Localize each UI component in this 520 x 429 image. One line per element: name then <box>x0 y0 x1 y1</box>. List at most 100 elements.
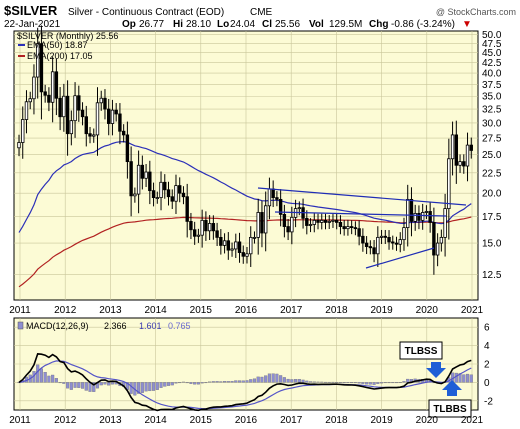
candle-body <box>439 236 444 244</box>
macd-histogram-bar <box>223 381 227 383</box>
candle-body <box>99 97 103 104</box>
macd-histogram-bar <box>312 381 316 383</box>
candle-body <box>204 219 208 232</box>
candle-body <box>387 236 391 243</box>
macd-histogram-bar <box>159 382 163 388</box>
candle-body <box>275 197 279 200</box>
macd-histogram-bar <box>92 382 96 392</box>
macd-histogram-bar <box>226 381 230 383</box>
candle-body <box>312 219 316 225</box>
candle-body <box>417 213 421 221</box>
candle-body <box>170 196 174 202</box>
candle-body <box>305 217 309 226</box>
macd-histogram-bar <box>249 379 253 383</box>
ema-lines <box>18 140 472 288</box>
macd-tick-label: -2 <box>484 396 493 407</box>
macd-histogram-bar <box>152 382 156 391</box>
macd-histogram-bar <box>77 382 81 388</box>
candle-body <box>65 95 70 135</box>
year-tick-label: 2012 <box>54 415 77 426</box>
legend-ema200: EMA(200) 17.05 <box>27 51 93 61</box>
change-label: Chg <box>369 19 388 30</box>
candle-body <box>263 205 268 234</box>
price-tick-label: 42.5 <box>482 58 502 69</box>
macd-histogram-bar <box>372 382 376 385</box>
candle-body <box>245 253 249 257</box>
time-axis-top: 2011 2012 2013 2014 2015 2016 2017 2018 2019 2020… <box>9 305 483 316</box>
candle-body <box>136 164 141 195</box>
tlbss-box <box>399 341 443 360</box>
macd-histogram-bar <box>290 379 294 383</box>
candle-body <box>282 213 287 227</box>
macd-histogram-bar <box>323 381 328 383</box>
candle-body <box>353 227 358 230</box>
candle-body <box>290 216 294 233</box>
macd-histogram-bar <box>297 379 301 383</box>
macd-histogram-bar <box>256 376 260 383</box>
exchange-label: CME <box>250 7 273 18</box>
candle-body <box>297 207 302 210</box>
macd-histogram-bar <box>316 381 320 383</box>
macd-histogram-bar <box>114 382 118 385</box>
macd-histogram-bar <box>196 382 200 385</box>
macd-histogram-bar <box>107 382 111 386</box>
legend-signal-value: 1.601 <box>139 321 162 331</box>
candle-body <box>121 130 126 136</box>
candle-body <box>398 239 402 245</box>
low-value: 24.04 <box>230 19 255 30</box>
macd-histogram-bar <box>260 376 264 383</box>
candle-body <box>376 236 380 255</box>
macd-histogram-bar <box>267 373 271 383</box>
time-axis-bottom: 2011 2012 2013 2014 2015 2016 2017 2018 2019 2020… <box>9 415 483 426</box>
price-tick-label: 45.0 <box>482 48 502 59</box>
candle-body <box>43 91 47 96</box>
macd-histogram-bar <box>282 377 286 383</box>
macd-histogram-bar <box>264 375 268 383</box>
macd-histogram-bar <box>245 380 249 383</box>
candle-body <box>211 223 216 232</box>
macd-line <box>18 353 472 412</box>
macd-histogram-bar <box>454 372 458 383</box>
candle-body <box>69 120 74 135</box>
macd-histogram-bar <box>129 382 133 394</box>
macd-legend: MACD(12,26,9) 2.366 1.601 0.765 <box>17 321 191 331</box>
candle-body <box>114 109 118 115</box>
candle-body <box>428 211 432 223</box>
macd-histogram-bar <box>39 368 43 383</box>
candle-body <box>361 235 365 244</box>
macd-histogram-bar <box>394 382 399 384</box>
candle-body <box>219 236 223 246</box>
tlbbs-arrow-icon <box>442 380 462 396</box>
ema50-line <box>18 140 472 233</box>
macd-histogram-bar <box>331 381 335 383</box>
candle-body <box>178 185 182 194</box>
candle-body <box>278 198 283 215</box>
candle-body <box>17 142 21 149</box>
macd-histogram-bar <box>383 382 387 384</box>
candle-body <box>331 219 335 222</box>
macd-histogram-bar <box>99 382 103 386</box>
candle-body <box>222 240 227 246</box>
tlbss-arrow-icon <box>426 362 446 378</box>
year-tick-label: 2013 <box>99 305 122 316</box>
year-tick-label: 2020 <box>416 415 439 426</box>
price-tick-label: 40.0 <box>482 69 502 80</box>
candle-body <box>372 247 376 255</box>
candle-body <box>346 226 350 230</box>
candle-body <box>327 220 331 223</box>
legend-symbol: $SILVER (Monthly) 25.56 <box>17 31 118 41</box>
candle-body <box>230 248 234 251</box>
candle-body <box>406 198 410 229</box>
macd-histogram-bar <box>327 381 331 383</box>
macd-histogram-bar <box>237 380 242 383</box>
price-tick-label: 12.5 <box>482 270 502 281</box>
candle-body <box>84 116 88 135</box>
candle-body <box>207 223 212 232</box>
year-tick-label: 2011 <box>9 305 31 316</box>
candle-body <box>215 230 219 238</box>
macd-histogram-bar <box>103 382 107 385</box>
high-label: Hi <box>173 19 183 30</box>
legend-macd-swatch <box>17 321 24 330</box>
year-tick-label: 2013 <box>99 415 122 426</box>
macd-histogram-bar <box>137 382 141 394</box>
